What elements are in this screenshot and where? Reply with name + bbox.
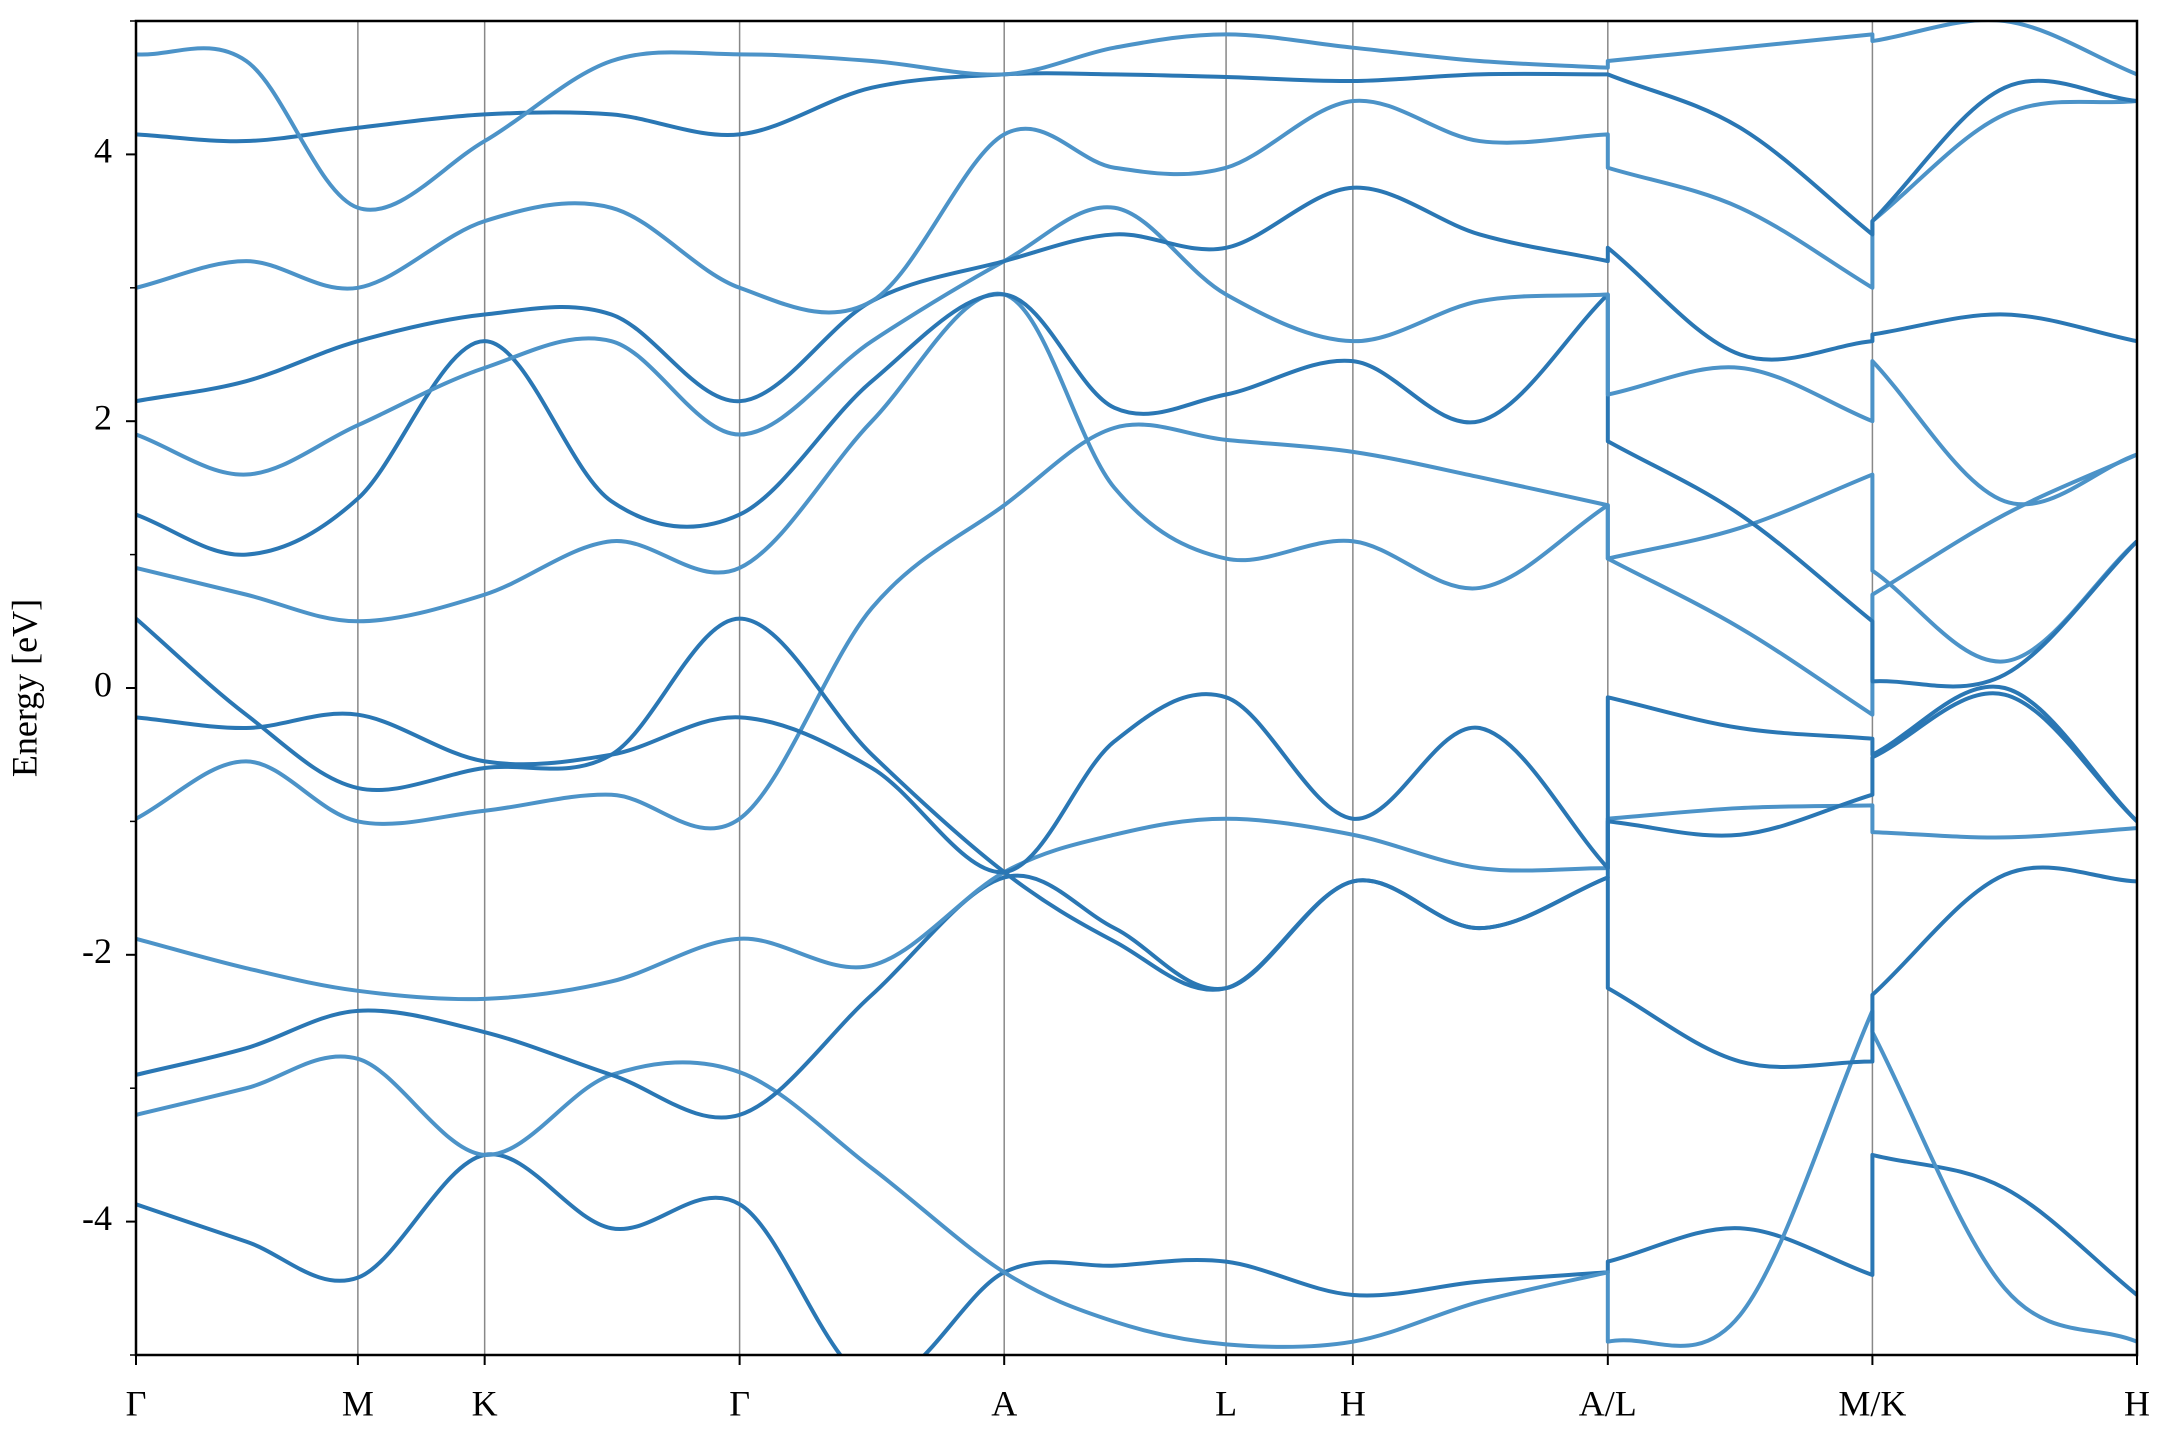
- band-line: [136, 21, 2137, 212]
- band-line: [136, 865, 2137, 1120]
- band-line: [136, 291, 2137, 717]
- band-line: [136, 803, 2137, 1002]
- x-tick-label: A: [991, 1383, 1017, 1423]
- y-tick-label: -2: [82, 931, 112, 971]
- y-tick-label: 4: [94, 131, 112, 171]
- y-axis-label: Energy [eV]: [4, 599, 44, 777]
- band-line: [136, 71, 2137, 237]
- bands: [136, 21, 2137, 1355]
- x-tick-label: Γ: [729, 1383, 750, 1423]
- band-line: [136, 205, 2137, 507]
- band-line: [136, 1008, 2137, 1349]
- x-tick-label: H: [1340, 1383, 1366, 1423]
- band-line: [136, 1152, 2137, 1355]
- x-tick-label: H: [2124, 1383, 2150, 1423]
- x-tick-label: L: [1215, 1383, 1237, 1423]
- x-tick-label: K: [472, 1383, 498, 1423]
- x-tick-label: M/K: [1838, 1383, 1906, 1423]
- band-line: [136, 98, 2137, 315]
- y-tick-label: -4: [82, 1198, 112, 1238]
- y-tick-label: 2: [94, 397, 112, 437]
- band-line: [136, 292, 2137, 689]
- band-line: [136, 616, 2137, 992]
- band-line: [136, 422, 2137, 831]
- axes: Γ M K Γ A L H A/L M/K H -4 -2 0 2 4: [82, 20, 2150, 1423]
- x-tick-label: Γ: [126, 1383, 147, 1423]
- band-line: [136, 684, 2137, 875]
- x-tick-label: M: [342, 1383, 374, 1423]
- band-line: [136, 185, 2137, 404]
- y-tick-label: 0: [94, 664, 112, 704]
- x-tick-label: A/L: [1579, 1383, 1637, 1423]
